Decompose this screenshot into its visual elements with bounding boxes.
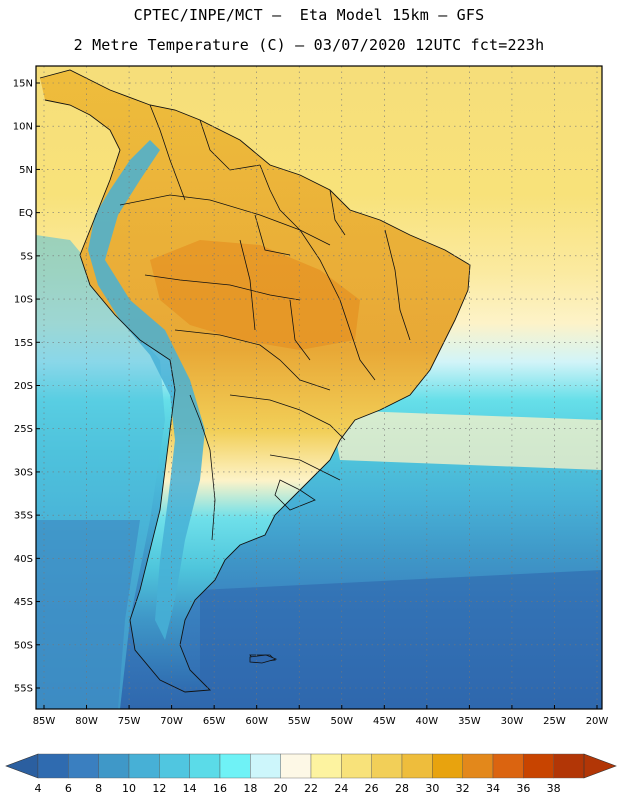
south-america-land xyxy=(40,70,470,692)
color-scale-legend: 4 6 8 10 12 14 16 18 20 22 24 26 28 30 32 34 36 38 xyxy=(5,753,617,795)
lat-tick-label: 25S xyxy=(14,424,33,435)
lat-tick-label: 10S xyxy=(14,295,33,306)
lat-tick-label: 20S xyxy=(14,381,33,392)
lat-tick-label: 55S xyxy=(14,684,33,695)
colorbar-label: 14 xyxy=(183,782,197,795)
colorbar-swatch xyxy=(68,753,99,779)
colorbar-swatch xyxy=(553,753,585,779)
colorbar-max-arrow xyxy=(583,753,617,779)
lon-tick-label: 20W xyxy=(586,716,609,727)
lat-tick-label: 5N xyxy=(19,165,33,176)
lat-tick-label: 30S xyxy=(14,467,33,478)
atlantic-warm-band xyxy=(330,410,602,470)
coastline xyxy=(39,69,471,693)
colorbar-swatch xyxy=(341,753,372,779)
lon-tick-label: 70W xyxy=(160,716,183,727)
colorbar-swatch xyxy=(219,753,251,779)
colorbar-label: 22 xyxy=(304,782,318,795)
lat-tick-label: 5S xyxy=(20,251,33,262)
colorbar-label: 32 xyxy=(456,782,470,795)
lat-tick-label: 35S xyxy=(14,511,33,522)
colorbar-swatch xyxy=(523,753,554,779)
colorbar-label: 30 xyxy=(425,782,439,795)
colorbar-swatch xyxy=(250,753,281,779)
lat-lon-grid xyxy=(36,66,602,709)
colorbar-label: 6 xyxy=(65,782,72,795)
chart-title-line-1: CPTEC/INPE/MCT – Eta Model 15km – GFS xyxy=(133,6,485,24)
andes-cold-ridge xyxy=(88,140,205,640)
colorbar-swatch xyxy=(159,753,190,779)
lon-tick-label: 65W xyxy=(203,716,226,727)
colorbar-label: 24 xyxy=(334,782,348,795)
lon-tick-label: 85W xyxy=(33,716,56,727)
pacific-deep-band xyxy=(36,520,140,709)
colorbar-label: 38 xyxy=(547,782,561,795)
lon-tick-label: 30W xyxy=(501,716,524,727)
colorbar-label: 28 xyxy=(395,782,409,795)
country-borders xyxy=(119,104,411,663)
colorbar-swatch xyxy=(98,753,130,779)
lat-tick-label: 40S xyxy=(14,554,33,565)
colorbar-swatch xyxy=(371,753,403,779)
chart-title-line-2: 2 Metre Temperature (C) – 03/07/2020 12U… xyxy=(73,36,545,54)
colorbar-swatch xyxy=(462,753,494,779)
colorbar-label: 20 xyxy=(274,782,288,795)
colorbar-label: 18 xyxy=(243,782,257,795)
latitude-axis: 15N 10N 5N EQ 5S 10S 15S 20S 25S 30S 35S 40S 45S 50S 5… xyxy=(13,79,40,695)
colorbar-label: 36 xyxy=(516,782,530,795)
lon-tick-label: 40W xyxy=(416,716,439,727)
colorbar-swatch xyxy=(280,753,312,779)
atlantic-cold-band xyxy=(200,570,602,709)
colorbar-label: 12 xyxy=(152,782,166,795)
longitude-axis: 85W 80W 75W 70W 65W 60W 55W 50W 45W 40W 35W 30W 25W 2… xyxy=(33,705,609,727)
lon-tick-label: 35W xyxy=(458,716,481,727)
lat-tick-label: 10N xyxy=(13,122,33,133)
lat-tick-label: EQ xyxy=(19,208,33,219)
lat-tick-label: 50S xyxy=(14,640,33,651)
colorbar-swatch xyxy=(492,753,524,779)
colorbar-label: 16 xyxy=(213,782,227,795)
lon-tick-label: 80W xyxy=(75,716,98,727)
map-frame xyxy=(35,65,603,710)
colorbar-swatch xyxy=(37,753,69,779)
colorbar-swatch xyxy=(128,753,160,779)
lat-tick-label: 45S xyxy=(14,597,33,608)
colorbar-label: 10 xyxy=(122,782,136,795)
colorbar-swatch xyxy=(432,753,463,779)
colorbar-label: 8 xyxy=(95,782,102,795)
colorbar-label: 34 xyxy=(486,782,500,795)
colorbar-swatch xyxy=(310,753,342,779)
lon-tick-label: 45W xyxy=(373,716,396,727)
lon-tick-label: 50W xyxy=(330,716,353,727)
hot-interior-region xyxy=(150,240,360,350)
lon-tick-label: 25W xyxy=(543,716,566,727)
lon-tick-label: 75W xyxy=(118,716,141,727)
lon-tick-label: 60W xyxy=(245,716,268,727)
colorbar-label: 26 xyxy=(365,782,379,795)
lat-tick-label: 15S xyxy=(14,338,33,349)
colorbar-swatch xyxy=(189,753,221,779)
lat-tick-label: 15N xyxy=(13,79,33,90)
colorbar-label: 4 xyxy=(35,782,42,795)
lon-tick-label: 55W xyxy=(288,716,311,727)
colorbar-swatch xyxy=(401,753,433,779)
colorbar-min-arrow xyxy=(5,753,39,779)
